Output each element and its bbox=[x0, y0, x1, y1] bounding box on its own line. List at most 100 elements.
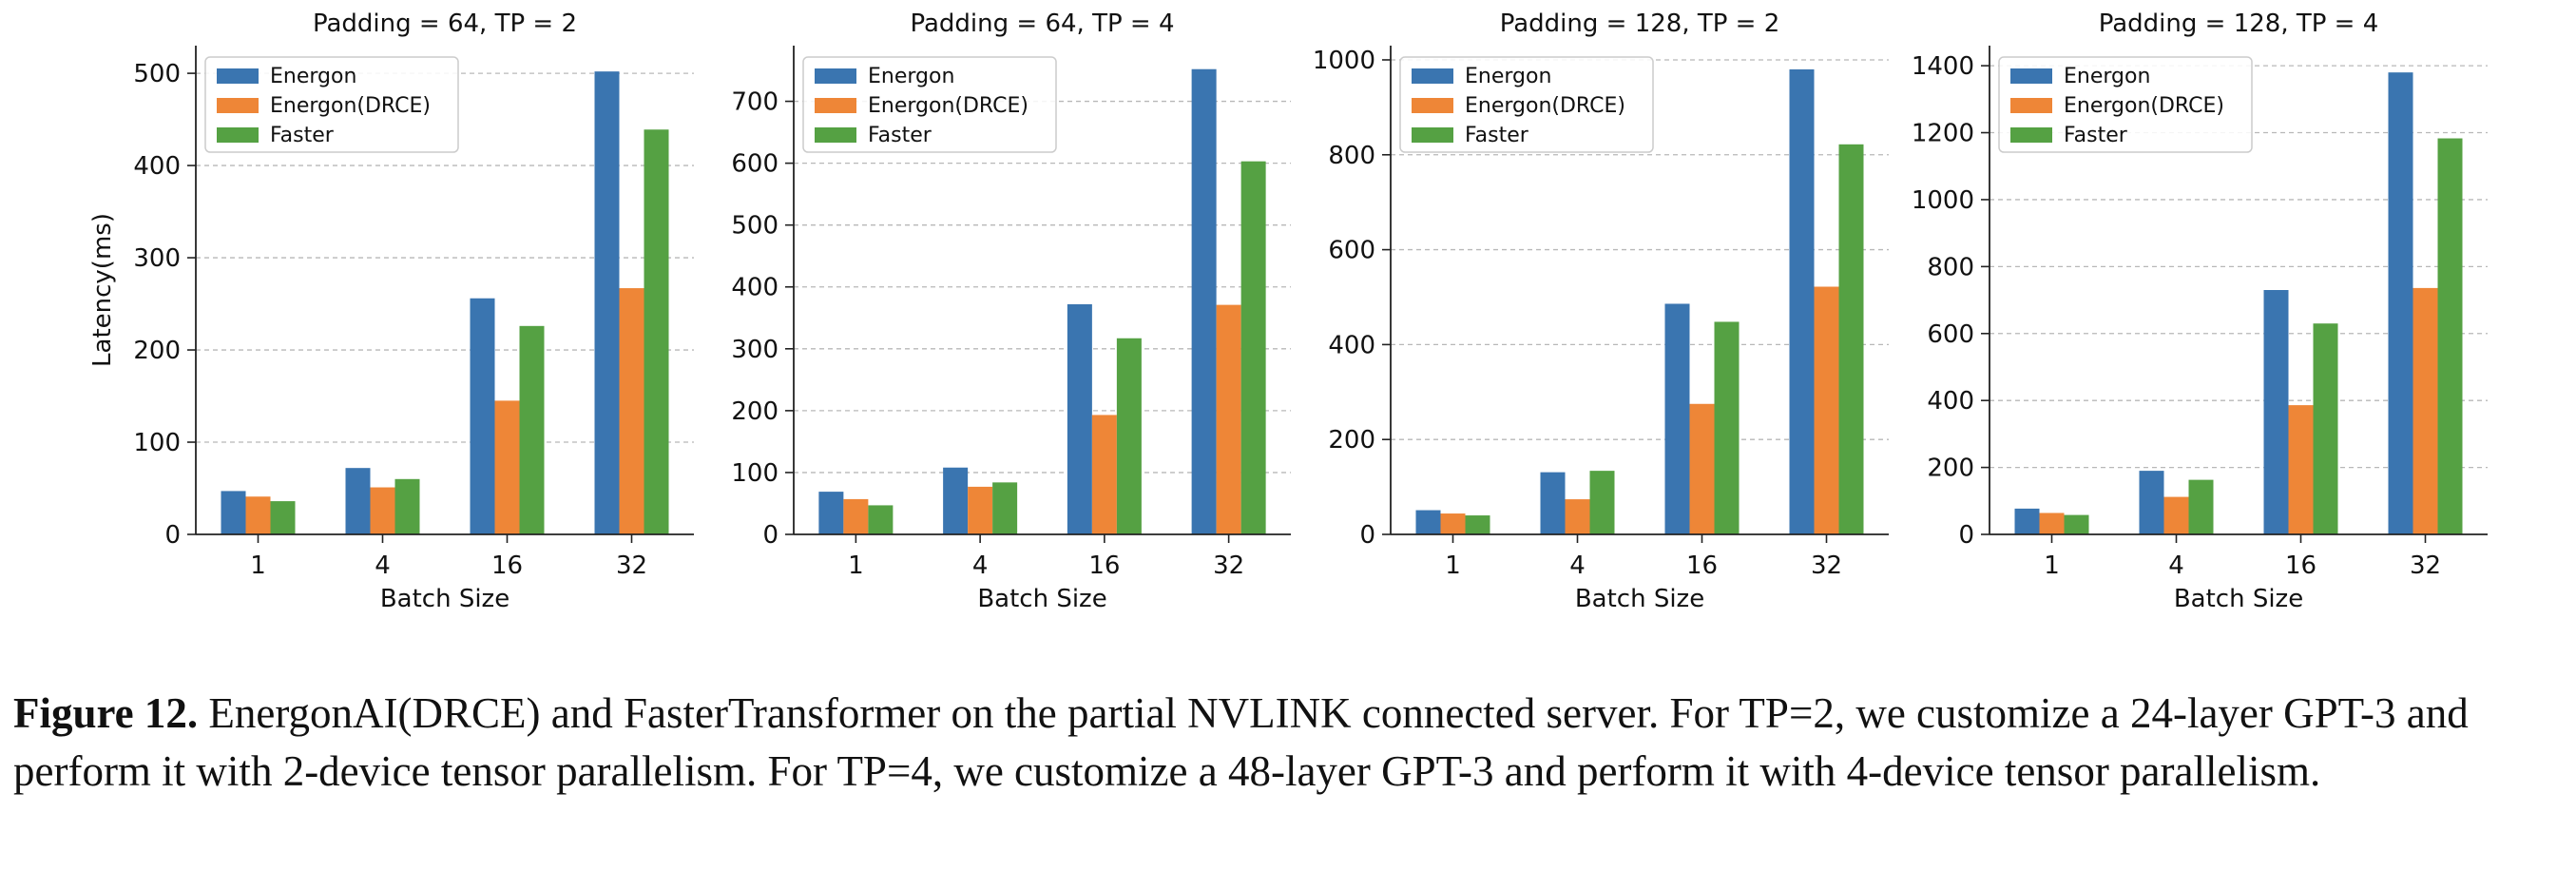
chart-panel-3: 0 200 400 600 800 1000 1 4 16 32 Padding = 128, TP… bbox=[1313, 10, 1889, 613]
bar-energon-drce bbox=[968, 486, 993, 534]
bar-faster bbox=[992, 482, 1018, 534]
y-tick-label: 400 bbox=[133, 152, 181, 181]
legend-label: Energon(DRCE) bbox=[868, 94, 1028, 118]
bar-faster bbox=[519, 325, 545, 534]
y-tick-label: 100 bbox=[133, 429, 181, 457]
caption-label: Figure 12. bbox=[13, 689, 199, 737]
bar-energon-drce bbox=[245, 496, 271, 534]
x-tick-label: 32 bbox=[616, 552, 647, 580]
legend-label: Faster bbox=[868, 124, 932, 147]
x-tick-label: 16 bbox=[1686, 552, 1718, 580]
chart-panel-1: 0 100 200 300 400 500 1 4 16 32 Padding = 64, TP =… bbox=[88, 10, 694, 613]
y-tick-label: 500 bbox=[731, 212, 779, 241]
bar-faster bbox=[868, 505, 894, 534]
bar-faster bbox=[1589, 471, 1615, 534]
bar-faster bbox=[2437, 138, 2463, 535]
legend-label: Energon(DRCE) bbox=[2064, 94, 2224, 118]
y-tick-label: 0 bbox=[1958, 521, 1974, 550]
x-tick-label: 1 bbox=[1445, 552, 1461, 580]
bar-faster bbox=[1714, 321, 1740, 534]
x-tick-label: 32 bbox=[1213, 552, 1244, 580]
bar-faster bbox=[2313, 323, 2338, 534]
y-tick-label: 0 bbox=[762, 521, 779, 550]
bar-energon-drce bbox=[494, 400, 520, 534]
y-tick-label: 0 bbox=[164, 521, 181, 550]
x-tick-label: 1 bbox=[250, 552, 266, 580]
y-tick-label: 200 bbox=[1328, 426, 1375, 455]
legend-box bbox=[1998, 56, 2253, 153]
bar-energon bbox=[594, 71, 620, 534]
legend-label: Faster bbox=[270, 124, 335, 147]
legend: Energon Energon(DRCE) Faster bbox=[802, 56, 1057, 153]
chart-title: Padding = 128, TP = 4 bbox=[2099, 10, 2379, 38]
y-tick-label: 400 bbox=[1927, 387, 1974, 416]
bar-energon bbox=[345, 468, 371, 534]
x-tick-label: 32 bbox=[2410, 552, 2441, 580]
x-axis-label: Batch Size bbox=[1575, 585, 1704, 613]
legend-swatch bbox=[217, 68, 259, 84]
bar-energon-drce bbox=[2288, 405, 2314, 534]
legend-box bbox=[1399, 56, 1654, 153]
bar-energon bbox=[1415, 510, 1441, 534]
bar-faster bbox=[1838, 144, 1864, 534]
bar-energon bbox=[2263, 290, 2289, 534]
bar-energon bbox=[2388, 72, 2413, 535]
legend-swatch bbox=[1412, 68, 1453, 84]
legend-box bbox=[802, 56, 1057, 153]
legend-label: Energon bbox=[270, 65, 356, 88]
x-tick-label: 4 bbox=[1569, 552, 1586, 580]
bar-faster bbox=[644, 129, 669, 535]
chart-title: Padding = 64, TP = 2 bbox=[313, 10, 577, 38]
legend-swatch bbox=[217, 98, 259, 113]
legend: Energon Energon(DRCE) Faster bbox=[1399, 56, 1654, 153]
chart-panel-2: 0 100 200 300 400 500 600 700 1 4 16 32 Padding = 64… bbox=[731, 10, 1291, 613]
bar-energon-drce bbox=[1565, 499, 1590, 534]
chart-title: Padding = 128, TP = 2 bbox=[1500, 10, 1780, 38]
y-tick-label: 800 bbox=[1927, 253, 1974, 281]
y-axis-label: Latency(ms) bbox=[88, 213, 117, 367]
legend: Energon Energon(DRCE) Faster bbox=[204, 56, 459, 153]
bar-faster bbox=[1116, 338, 1142, 534]
x-tick-label: 4 bbox=[972, 552, 989, 580]
legend-swatch bbox=[217, 127, 259, 143]
bar-energon bbox=[2014, 508, 2040, 534]
bar-energon bbox=[818, 492, 844, 534]
legend-label: Energon(DRCE) bbox=[1465, 94, 1625, 118]
legend-label: Energon bbox=[1465, 65, 1551, 88]
legend-label: Energon(DRCE) bbox=[270, 94, 431, 118]
x-tick-label: 1 bbox=[2044, 552, 2060, 580]
bar-energon bbox=[470, 298, 495, 534]
bar-energon-drce bbox=[1814, 286, 1839, 534]
bar-energon bbox=[1191, 68, 1217, 534]
bar-energon-drce bbox=[843, 498, 869, 534]
x-tick-label: 4 bbox=[2168, 552, 2184, 580]
bar-energon-drce bbox=[2163, 496, 2189, 534]
y-tick-label: 200 bbox=[1927, 455, 1974, 483]
bar-faster bbox=[2188, 479, 2214, 534]
legend-label: Faster bbox=[2064, 124, 2128, 147]
bar-faster bbox=[2064, 514, 2089, 534]
legend-label: Energon bbox=[2064, 65, 2150, 88]
y-tick-label: 600 bbox=[1927, 320, 1974, 349]
x-axis-label: Batch Size bbox=[977, 585, 1106, 613]
chart-title: Padding = 64, TP = 4 bbox=[910, 10, 1174, 38]
bar-energon bbox=[221, 491, 246, 534]
figure-caption: Figure 12. EnergonAI(DRCE) and FasterTra… bbox=[13, 685, 2570, 801]
x-tick-label: 16 bbox=[2285, 552, 2316, 580]
legend-swatch bbox=[815, 68, 856, 84]
legend-swatch bbox=[1412, 98, 1453, 113]
y-tick-label: 1000 bbox=[1313, 47, 1375, 75]
legend-swatch bbox=[815, 127, 856, 143]
y-tick-label: 600 bbox=[1328, 237, 1375, 265]
y-tick-label: 600 bbox=[731, 150, 779, 179]
legend-swatch bbox=[2010, 98, 2052, 113]
legend-swatch bbox=[2010, 68, 2052, 84]
bar-energon bbox=[1067, 303, 1092, 534]
bar-energon bbox=[943, 467, 969, 534]
bar-energon-drce bbox=[1091, 415, 1117, 534]
y-tick-label: 400 bbox=[1328, 331, 1375, 359]
y-tick-label: 300 bbox=[133, 244, 181, 273]
legend-label: Energon bbox=[868, 65, 954, 88]
y-tick-label: 700 bbox=[731, 88, 779, 117]
